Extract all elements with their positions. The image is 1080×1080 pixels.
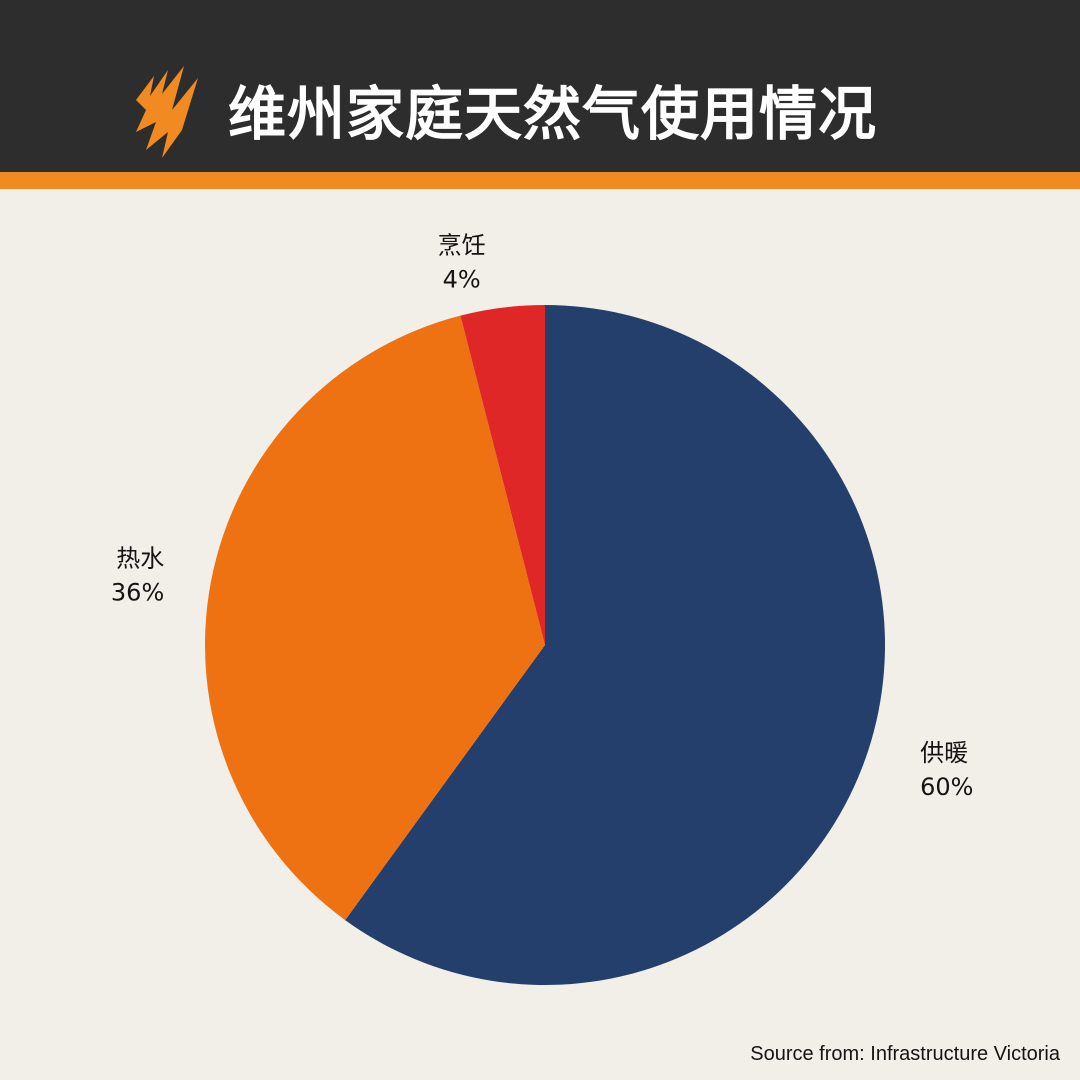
- slice-value-label: 36%: [111, 578, 164, 606]
- header-accent-stripe: [0, 172, 1080, 189]
- pie-chart: 供暖 60% 热水 36% 烹饪 4%: [111, 232, 973, 986]
- header-bar: 维州家庭天然气使用情况: [0, 0, 1080, 172]
- flame-logo-icon: [136, 66, 198, 158]
- source-note: Source from: Infrastructure Victoria: [750, 1043, 1060, 1065]
- page-title: 维州家庭天然气使用情况: [228, 80, 878, 148]
- slice-label: 供暖: [920, 739, 968, 767]
- pie-slice-1: [345, 305, 885, 986]
- slice-value-label: 4%: [443, 266, 481, 294]
- slice-value-label: 60%: [920, 773, 973, 801]
- pie-slice-3: [460, 305, 545, 645]
- slice-label: 烹饪: [438, 232, 486, 260]
- pie-slice-2: [205, 315, 545, 921]
- slice-label: 热水: [116, 544, 164, 572]
